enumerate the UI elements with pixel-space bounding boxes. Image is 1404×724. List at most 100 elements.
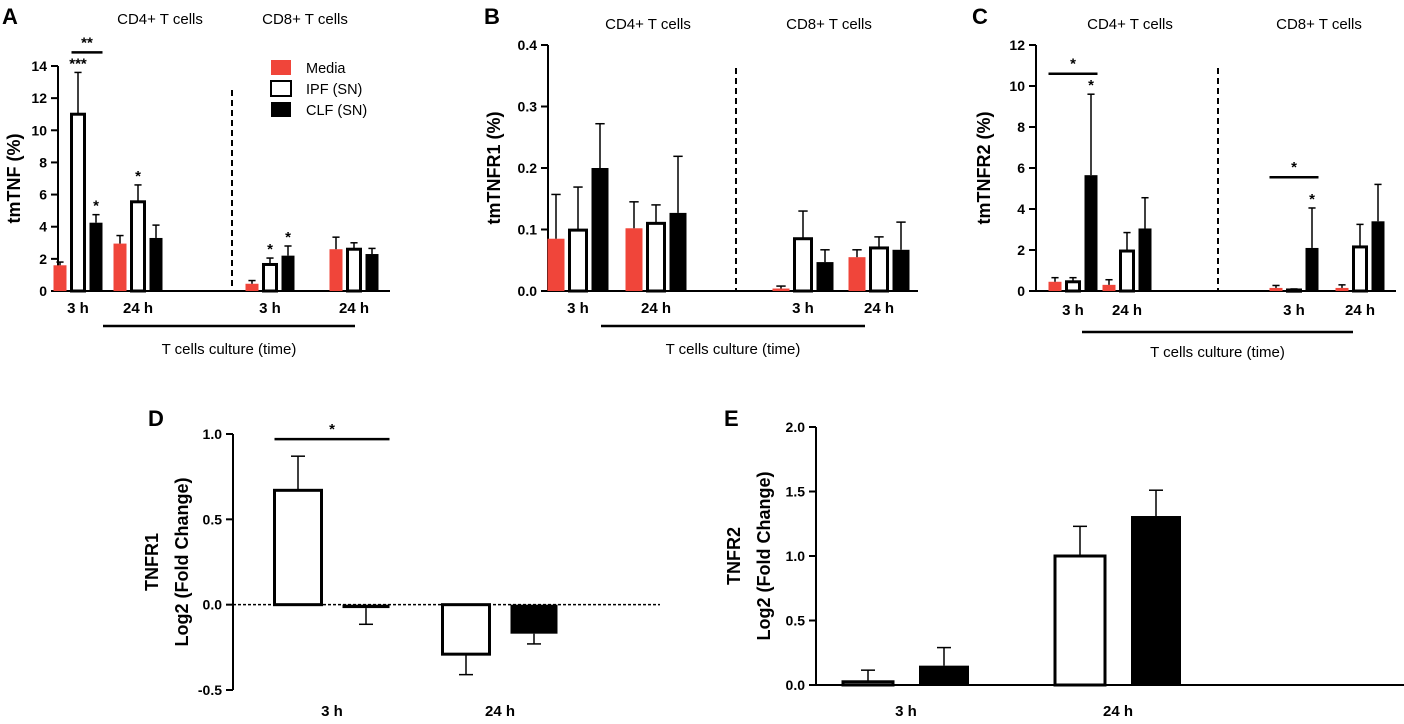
panel-a-significance: * bbox=[285, 229, 291, 246]
panel-b-y-title: tmTNFR1 (%) bbox=[484, 112, 504, 225]
panel-e-bar-ipf bbox=[841, 680, 895, 687]
panel-e-bar-clf bbox=[919, 665, 969, 685]
panel-a-bar-media bbox=[53, 265, 67, 291]
panel-c-y-tick-label: 4 bbox=[1017, 201, 1025, 217]
panel-b-bar-clf bbox=[669, 212, 687, 291]
panel-a-y-tick-label: 12 bbox=[31, 90, 47, 106]
panel-e-x-tick-label: 3 h bbox=[895, 703, 917, 720]
panel-a-bar-media bbox=[245, 283, 259, 291]
panel-a-bar-ipf bbox=[130, 200, 146, 293]
panel-c-y-tick-label: 12 bbox=[1009, 37, 1025, 53]
panel-c-bar-media bbox=[1269, 287, 1283, 291]
panel-a-y-title: tmTNF (%) bbox=[4, 134, 24, 224]
panel-c-bar-ipf bbox=[1119, 249, 1135, 293]
panel-a-bar-clf bbox=[281, 255, 295, 291]
panel-c-x-tick-label: 24 h bbox=[1112, 302, 1142, 319]
legend-label-clf: CLF (SN) bbox=[306, 103, 367, 119]
panel-c-significance: * bbox=[1309, 191, 1315, 208]
panel-d-bar-clf bbox=[510, 604, 558, 634]
panel-c-y-tick-label: 8 bbox=[1017, 119, 1025, 135]
panel-a-y-tick-label: 4 bbox=[39, 219, 47, 235]
panel-c-bar-ipf bbox=[1065, 280, 1081, 293]
panel-e-x-tick-label: 24 h bbox=[1103, 703, 1133, 720]
panel-b-x-tick-label: 3 h bbox=[567, 300, 589, 317]
panel-b-bar-media bbox=[547, 238, 565, 291]
panel-a-y-tick-label: 2 bbox=[39, 251, 47, 267]
panel-a-letter: A bbox=[2, 4, 18, 29]
panel-a-bar-ipf bbox=[70, 112, 86, 293]
panel-a-significance: * bbox=[267, 241, 273, 258]
panel-a-x-tick-label: 24 h bbox=[339, 300, 369, 317]
panel-c-bar-media bbox=[1102, 284, 1116, 291]
panel-b-group-title: CD4+ T cells bbox=[605, 16, 691, 33]
panel-a-bar-media bbox=[329, 249, 343, 291]
panel-a-bracket-label: ** bbox=[81, 34, 93, 51]
panel-b-bar-media bbox=[625, 228, 643, 291]
panel-c-bar-clf bbox=[1371, 221, 1385, 291]
panel-c-bar-ipf bbox=[1286, 288, 1302, 293]
panel-c-x-tick-label: 24 h bbox=[1345, 302, 1375, 319]
panel-a-y-tick-label: 6 bbox=[39, 187, 47, 203]
panel-a-bar-clf bbox=[365, 254, 379, 291]
panel-a-group-title: CD4+ T cells bbox=[117, 11, 203, 28]
panel-d-bar-ipf bbox=[273, 488, 323, 607]
panel-c-x-tick-label: 3 h bbox=[1062, 302, 1084, 319]
panel-b-bar-ipf bbox=[793, 237, 813, 293]
panel-c-bracket-label: * bbox=[1291, 159, 1297, 176]
panel-e-y-tick-label: 2.0 bbox=[786, 419, 806, 435]
panel-c-y-tick-label: 6 bbox=[1017, 160, 1025, 176]
panel-c-bar-clf bbox=[1084, 175, 1098, 291]
panel-b-y-tick-label: 0.2 bbox=[518, 160, 538, 176]
panel-a-x-tick-label: 3 h bbox=[67, 300, 89, 317]
legend-swatch-ipf bbox=[270, 80, 292, 97]
panel-b-bar-media bbox=[848, 257, 866, 291]
panel-a-bar-ipf bbox=[262, 262, 278, 293]
panel-c-y-tick-label: 2 bbox=[1017, 242, 1025, 258]
panel-e-y-tick-label: 0.5 bbox=[786, 613, 806, 629]
panel-a-y-tick-label: 14 bbox=[31, 58, 47, 74]
panel-b-y-tick-label: 0.3 bbox=[518, 99, 538, 115]
panel-a-bar-ipf bbox=[346, 247, 362, 293]
panel-a-x-tick-label: 24 h bbox=[123, 300, 153, 317]
panel-b-group-title: CD8+ T cells bbox=[786, 16, 872, 33]
panel-a-y-tick-label: 10 bbox=[31, 122, 47, 138]
panel-c-letter: C bbox=[972, 4, 988, 29]
panel-c-significance: * bbox=[1088, 77, 1094, 94]
legend-swatch-media bbox=[271, 60, 291, 75]
panel-e-y-title: TNFR2 bbox=[724, 527, 744, 585]
panel-a-significance: *** bbox=[69, 55, 87, 72]
panel-b-bar-ipf bbox=[568, 228, 588, 293]
panel-b-y-tick-label: 0.1 bbox=[518, 222, 538, 238]
panel-c-bracket-label: * bbox=[1070, 56, 1076, 73]
panel-b-bar-ipf bbox=[869, 246, 889, 293]
panel-c-x-tick-label: 3 h bbox=[1283, 302, 1305, 319]
panel-d-letter: D bbox=[148, 406, 164, 431]
panel-b-bar-ipf bbox=[646, 221, 666, 293]
panel-a-significance: * bbox=[93, 198, 99, 215]
panel-b-x-tick-label: 3 h bbox=[792, 300, 814, 317]
panel-c-y-title: tmTNFR2 (%) bbox=[974, 112, 994, 225]
panel-b-x-title: T cells culture (time) bbox=[666, 341, 801, 358]
panel-a-y-tick-label: 0 bbox=[39, 283, 47, 299]
panel-c-bar-ipf bbox=[1352, 245, 1368, 293]
panel-a-x-title: T cells culture (time) bbox=[162, 341, 297, 358]
panel-b-bar-clf bbox=[892, 249, 910, 291]
panel-d-bar-ipf bbox=[441, 603, 491, 656]
panel-d-y-title: Log2 (Fold Change) bbox=[172, 478, 192, 647]
panel-e-bar-ipf bbox=[1053, 554, 1107, 687]
panel-d-x-tick-label: 3 h bbox=[321, 703, 343, 720]
panel-b-bar-clf bbox=[591, 168, 609, 291]
panel-c-bar-clf bbox=[1305, 247, 1319, 291]
panel-c-y-tick-label: 10 bbox=[1009, 78, 1025, 94]
legend-label-media: Media bbox=[306, 61, 346, 77]
panel-d-bracket-label: * bbox=[329, 421, 335, 438]
legend-swatch-clf bbox=[271, 102, 291, 117]
panel-e-bar-clf bbox=[1131, 516, 1181, 685]
panel-d-y-title: TNFR1 bbox=[142, 533, 162, 591]
panel-e-y-tick-label: 0.0 bbox=[786, 677, 806, 693]
panel-e-letter: E bbox=[724, 406, 739, 431]
panel-b-x-tick-label: 24 h bbox=[641, 300, 671, 317]
panel-a-bar-media bbox=[113, 243, 127, 291]
panel-a-y-tick-label: 8 bbox=[39, 154, 47, 170]
panel-b-y-tick-label: 0.4 bbox=[518, 37, 538, 53]
